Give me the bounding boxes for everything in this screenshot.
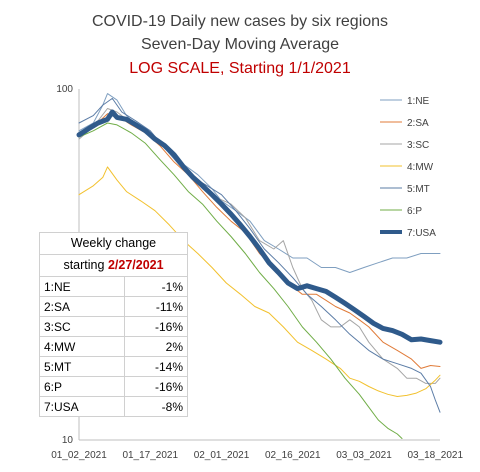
table-row: 4:MW 2% (39, 336, 188, 357)
weekly-change-table: Weekly change starting 2/27/2021 1:NE -1… (39, 232, 188, 417)
table-row-label: 1:NE (39, 276, 125, 297)
table-row-value: -16% (124, 316, 188, 337)
table-row: 5:MT -14% (39, 356, 188, 377)
table-row: 3:SC -16% (39, 316, 188, 337)
table-row-label: 5:MT (39, 356, 125, 377)
x-tick-labels: 01_02_2021 01_17_2021 02_01_2021 02_16_2021… (51, 450, 463, 461)
table-row-value: 2% (124, 336, 188, 357)
chart-title: COVID-19 Daily new cases by six regions (92, 13, 388, 30)
table-row-value: -14% (124, 356, 188, 377)
x-tick-label: 02_01_2021 (194, 450, 250, 461)
legend-label: 1:NE (407, 96, 430, 107)
table-header-prefix: starting (63, 258, 105, 272)
x-tick-label: 03_03_2021 (336, 450, 392, 461)
table-row: 1:NE -1% (39, 276, 188, 297)
table-row-label: 2:SA (39, 296, 125, 317)
table-row-label: 4:MW (39, 336, 125, 357)
series-group (76, 93, 443, 439)
table-row-label: 3:SC (39, 316, 125, 337)
table-row-value: -8% (124, 396, 188, 417)
table-header-row-2: starting 2/27/2021 (39, 254, 188, 277)
table-row-label: 6:P (39, 376, 125, 397)
table-row: 6:P -16% (39, 376, 188, 397)
legend: 1:NE 2:SA 3:SC 4:MW 5:MT 6:P 7:USA (380, 96, 436, 239)
legend-label: 2:SA (407, 118, 429, 129)
table-header-date: 2/27/2021 (107, 258, 164, 272)
y-tick-label-10: 10 (62, 435, 74, 446)
chart-subtitle-log: LOG SCALE, Starting 1/1/2021 (129, 60, 351, 77)
table-row: 7:USA -8% (39, 396, 188, 417)
table-header-row-1: Weekly change (39, 232, 188, 255)
legend-label: 3:SC (407, 140, 429, 151)
series-line-4-mw (78, 166, 441, 397)
table-header-title: Weekly change (39, 232, 188, 255)
table-header-subtitle: starting 2/27/2021 (39, 254, 188, 277)
x-tick-label: 03_18_2021 (407, 450, 463, 461)
table-row: 2:SA -11% (39, 296, 188, 317)
table-row-label: 7:USA (39, 396, 125, 417)
x-tick-label: 01_02_2021 (51, 450, 107, 461)
table-row-value: -16% (124, 376, 188, 397)
series-line-5-mt (78, 97, 441, 413)
series-line-1-ne (78, 93, 441, 273)
x-tick-label: 02_16_2021 (265, 450, 321, 461)
series-line-7-usa (76, 109, 443, 345)
y-tick-label-100: 100 (56, 84, 73, 95)
legend-label: 4:MW (407, 162, 434, 173)
legend-label: 5:MT (407, 184, 430, 195)
x-tick-label: 01_17_2021 (122, 450, 178, 461)
table-row-value: -1% (124, 276, 188, 297)
series-line-6-p (78, 122, 403, 439)
legend-label: 7:USA (407, 228, 436, 239)
chart-subtitle: Seven-Day Moving Average (141, 36, 339, 53)
legend-label: 6:P (407, 206, 422, 217)
table-row-value: -11% (124, 296, 188, 317)
